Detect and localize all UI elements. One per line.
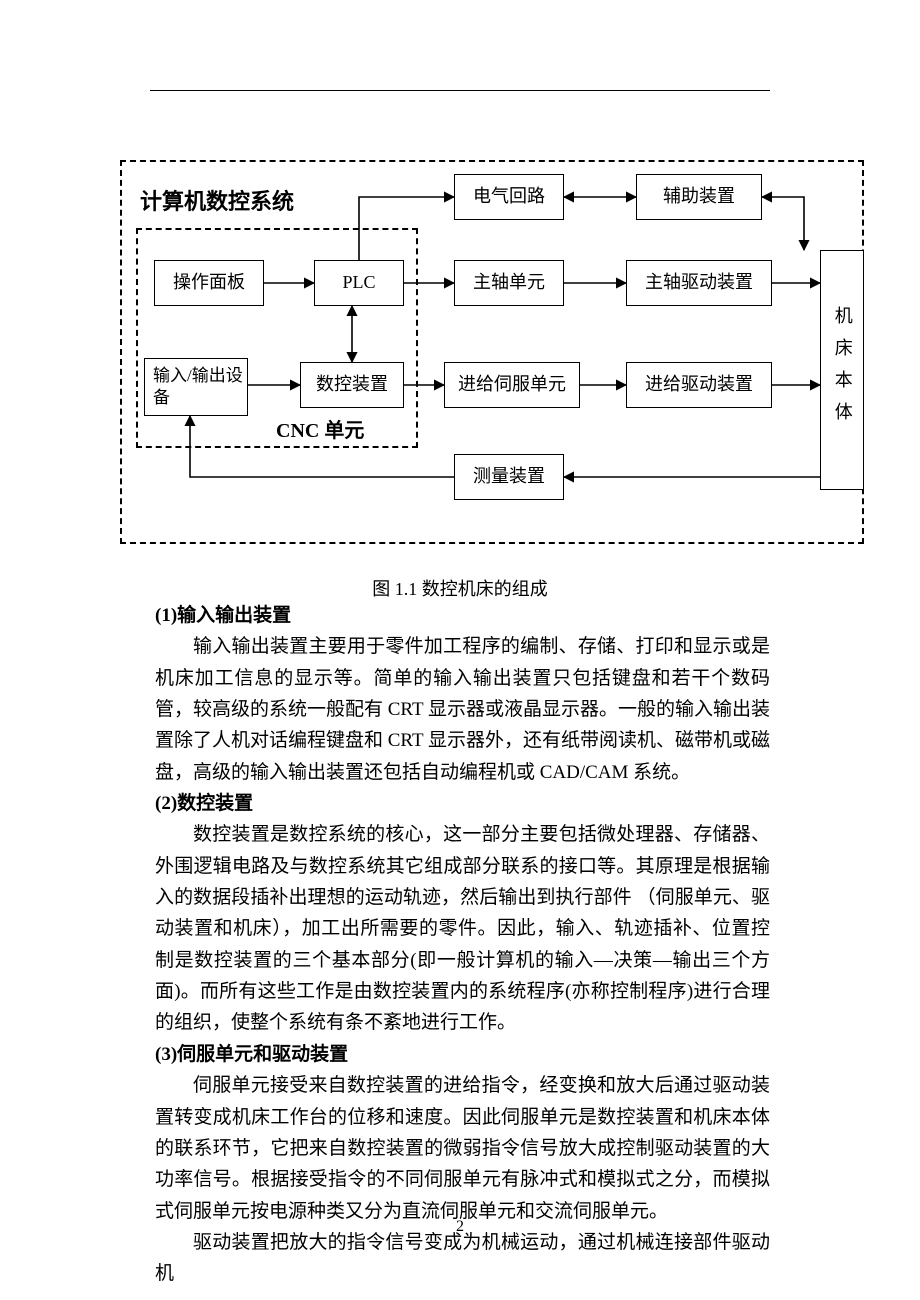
cnc-unit-label: CNC 单元 (276, 414, 364, 443)
paragraph: 伺服单元接受来自数控装置的进给指令，经变换和放大后通过驱动装置转变成机床工作台的… (155, 1070, 770, 1227)
section-heading: (1)输入输出装置 (155, 600, 770, 631)
node-body: 机床本体 (820, 250, 864, 490)
paragraph: 数控装置是数控系统的核心，这一部分主要包括微处理器、存储器、外围逻辑电路及与数控… (155, 819, 770, 1038)
node-spin: 主轴单元 (454, 260, 564, 306)
node-feed: 进给伺服单元 (444, 362, 580, 408)
node-plc: PLC (314, 260, 404, 306)
page: 计算机数控系统 CNC 单元 操作面板输入/输出设备 PLC 数控装置 电气回路主轴单元进… (0, 0, 920, 1300)
node-elec: 电气回路 (454, 174, 564, 220)
node-nc: 数控装置 (300, 362, 404, 408)
section-heading: (2)数控装置 (155, 788, 770, 819)
diagram-title: 计算机数控系统 (140, 184, 294, 216)
figure-caption: 图 1.1 数控机床的组成 (0, 575, 920, 601)
header-rule (150, 90, 770, 91)
node-meas: 测量装置 (454, 454, 564, 500)
paragraph: 驱动装置把放大的指令信号变成为机械运动，通过机械连接部件驱动机 (155, 1227, 770, 1290)
cnc-diagram: 计算机数控系统 CNC 单元 操作面板输入/输出设备 PLC 数控装置 电气回路主轴单元进… (110, 150, 870, 550)
node-aux: 辅助装置 (636, 174, 762, 220)
node-feed_d: 进给驱动装置 (626, 362, 772, 408)
node-panel: 操作面板 (154, 260, 264, 306)
page-number: 2 (0, 1218, 920, 1236)
node-spin_d: 主轴驱动装置 (626, 260, 772, 306)
section-heading: (3)伺服单元和驱动装置 (155, 1039, 770, 1070)
paragraph: 输入输出装置主要用于零件加工程序的编制、存储、打印和显示或是机床加工信息的显示等… (155, 631, 770, 788)
node-io: 输入/输出设备 (144, 358, 248, 416)
body-text: (1)输入输出装置输入输出装置主要用于零件加工程序的编制、存储、打印和显示或是机… (155, 600, 770, 1290)
